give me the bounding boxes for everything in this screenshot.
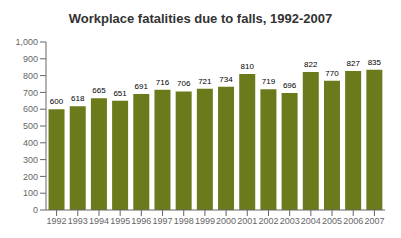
svg-text:2001: 2001 bbox=[237, 216, 257, 226]
svg-text:1995: 1995 bbox=[110, 216, 130, 226]
svg-text:300: 300 bbox=[23, 155, 38, 165]
svg-text:1992: 1992 bbox=[47, 216, 67, 226]
svg-text:827: 827 bbox=[346, 59, 360, 68]
svg-text:706: 706 bbox=[177, 79, 191, 88]
svg-text:100: 100 bbox=[23, 188, 38, 198]
svg-text:734: 734 bbox=[219, 75, 233, 84]
svg-text:900: 900 bbox=[23, 54, 38, 64]
svg-text:1997: 1997 bbox=[153, 216, 173, 226]
svg-text:2007: 2007 bbox=[364, 216, 384, 226]
svg-text:2002: 2002 bbox=[258, 216, 278, 226]
svg-text:1998: 1998 bbox=[174, 216, 194, 226]
svg-text:822: 822 bbox=[304, 60, 318, 69]
svg-text:1,000: 1,000 bbox=[15, 37, 38, 47]
svg-text:835: 835 bbox=[368, 58, 382, 67]
svg-text:696: 696 bbox=[283, 81, 297, 90]
svg-text:0: 0 bbox=[33, 205, 38, 215]
svg-text:665: 665 bbox=[92, 86, 106, 95]
svg-text:2006: 2006 bbox=[343, 216, 363, 226]
svg-text:2003: 2003 bbox=[280, 216, 300, 226]
svg-text:2000: 2000 bbox=[216, 216, 236, 226]
svg-text:200: 200 bbox=[23, 172, 38, 182]
svg-text:700: 700 bbox=[23, 88, 38, 98]
svg-text:800: 800 bbox=[23, 71, 38, 81]
svg-text:600: 600 bbox=[50, 97, 64, 106]
svg-text:400: 400 bbox=[23, 138, 38, 148]
svg-text:600: 600 bbox=[23, 104, 38, 114]
html-text:Workplace fatalities due to fa: Workplace fatalities due to falls, 1992-… bbox=[68, 11, 333, 26]
svg-text:691: 691 bbox=[135, 82, 149, 91]
svg-text:721: 721 bbox=[198, 77, 212, 86]
svg-text:810: 810 bbox=[241, 62, 255, 71]
svg-text:770: 770 bbox=[325, 69, 339, 78]
svg-text:1996: 1996 bbox=[131, 216, 151, 226]
svg-text:1999: 1999 bbox=[195, 216, 215, 226]
svg-text:2005: 2005 bbox=[322, 216, 342, 226]
svg-text:1994: 1994 bbox=[89, 216, 109, 226]
svg-text:618: 618 bbox=[71, 94, 85, 103]
svg-text:1993: 1993 bbox=[68, 216, 88, 226]
svg-text:651: 651 bbox=[113, 89, 127, 98]
svg-text:716: 716 bbox=[156, 78, 170, 87]
svg-text:2004: 2004 bbox=[301, 216, 321, 226]
svg-text:719: 719 bbox=[262, 77, 276, 86]
svg-text:500: 500 bbox=[23, 121, 38, 131]
